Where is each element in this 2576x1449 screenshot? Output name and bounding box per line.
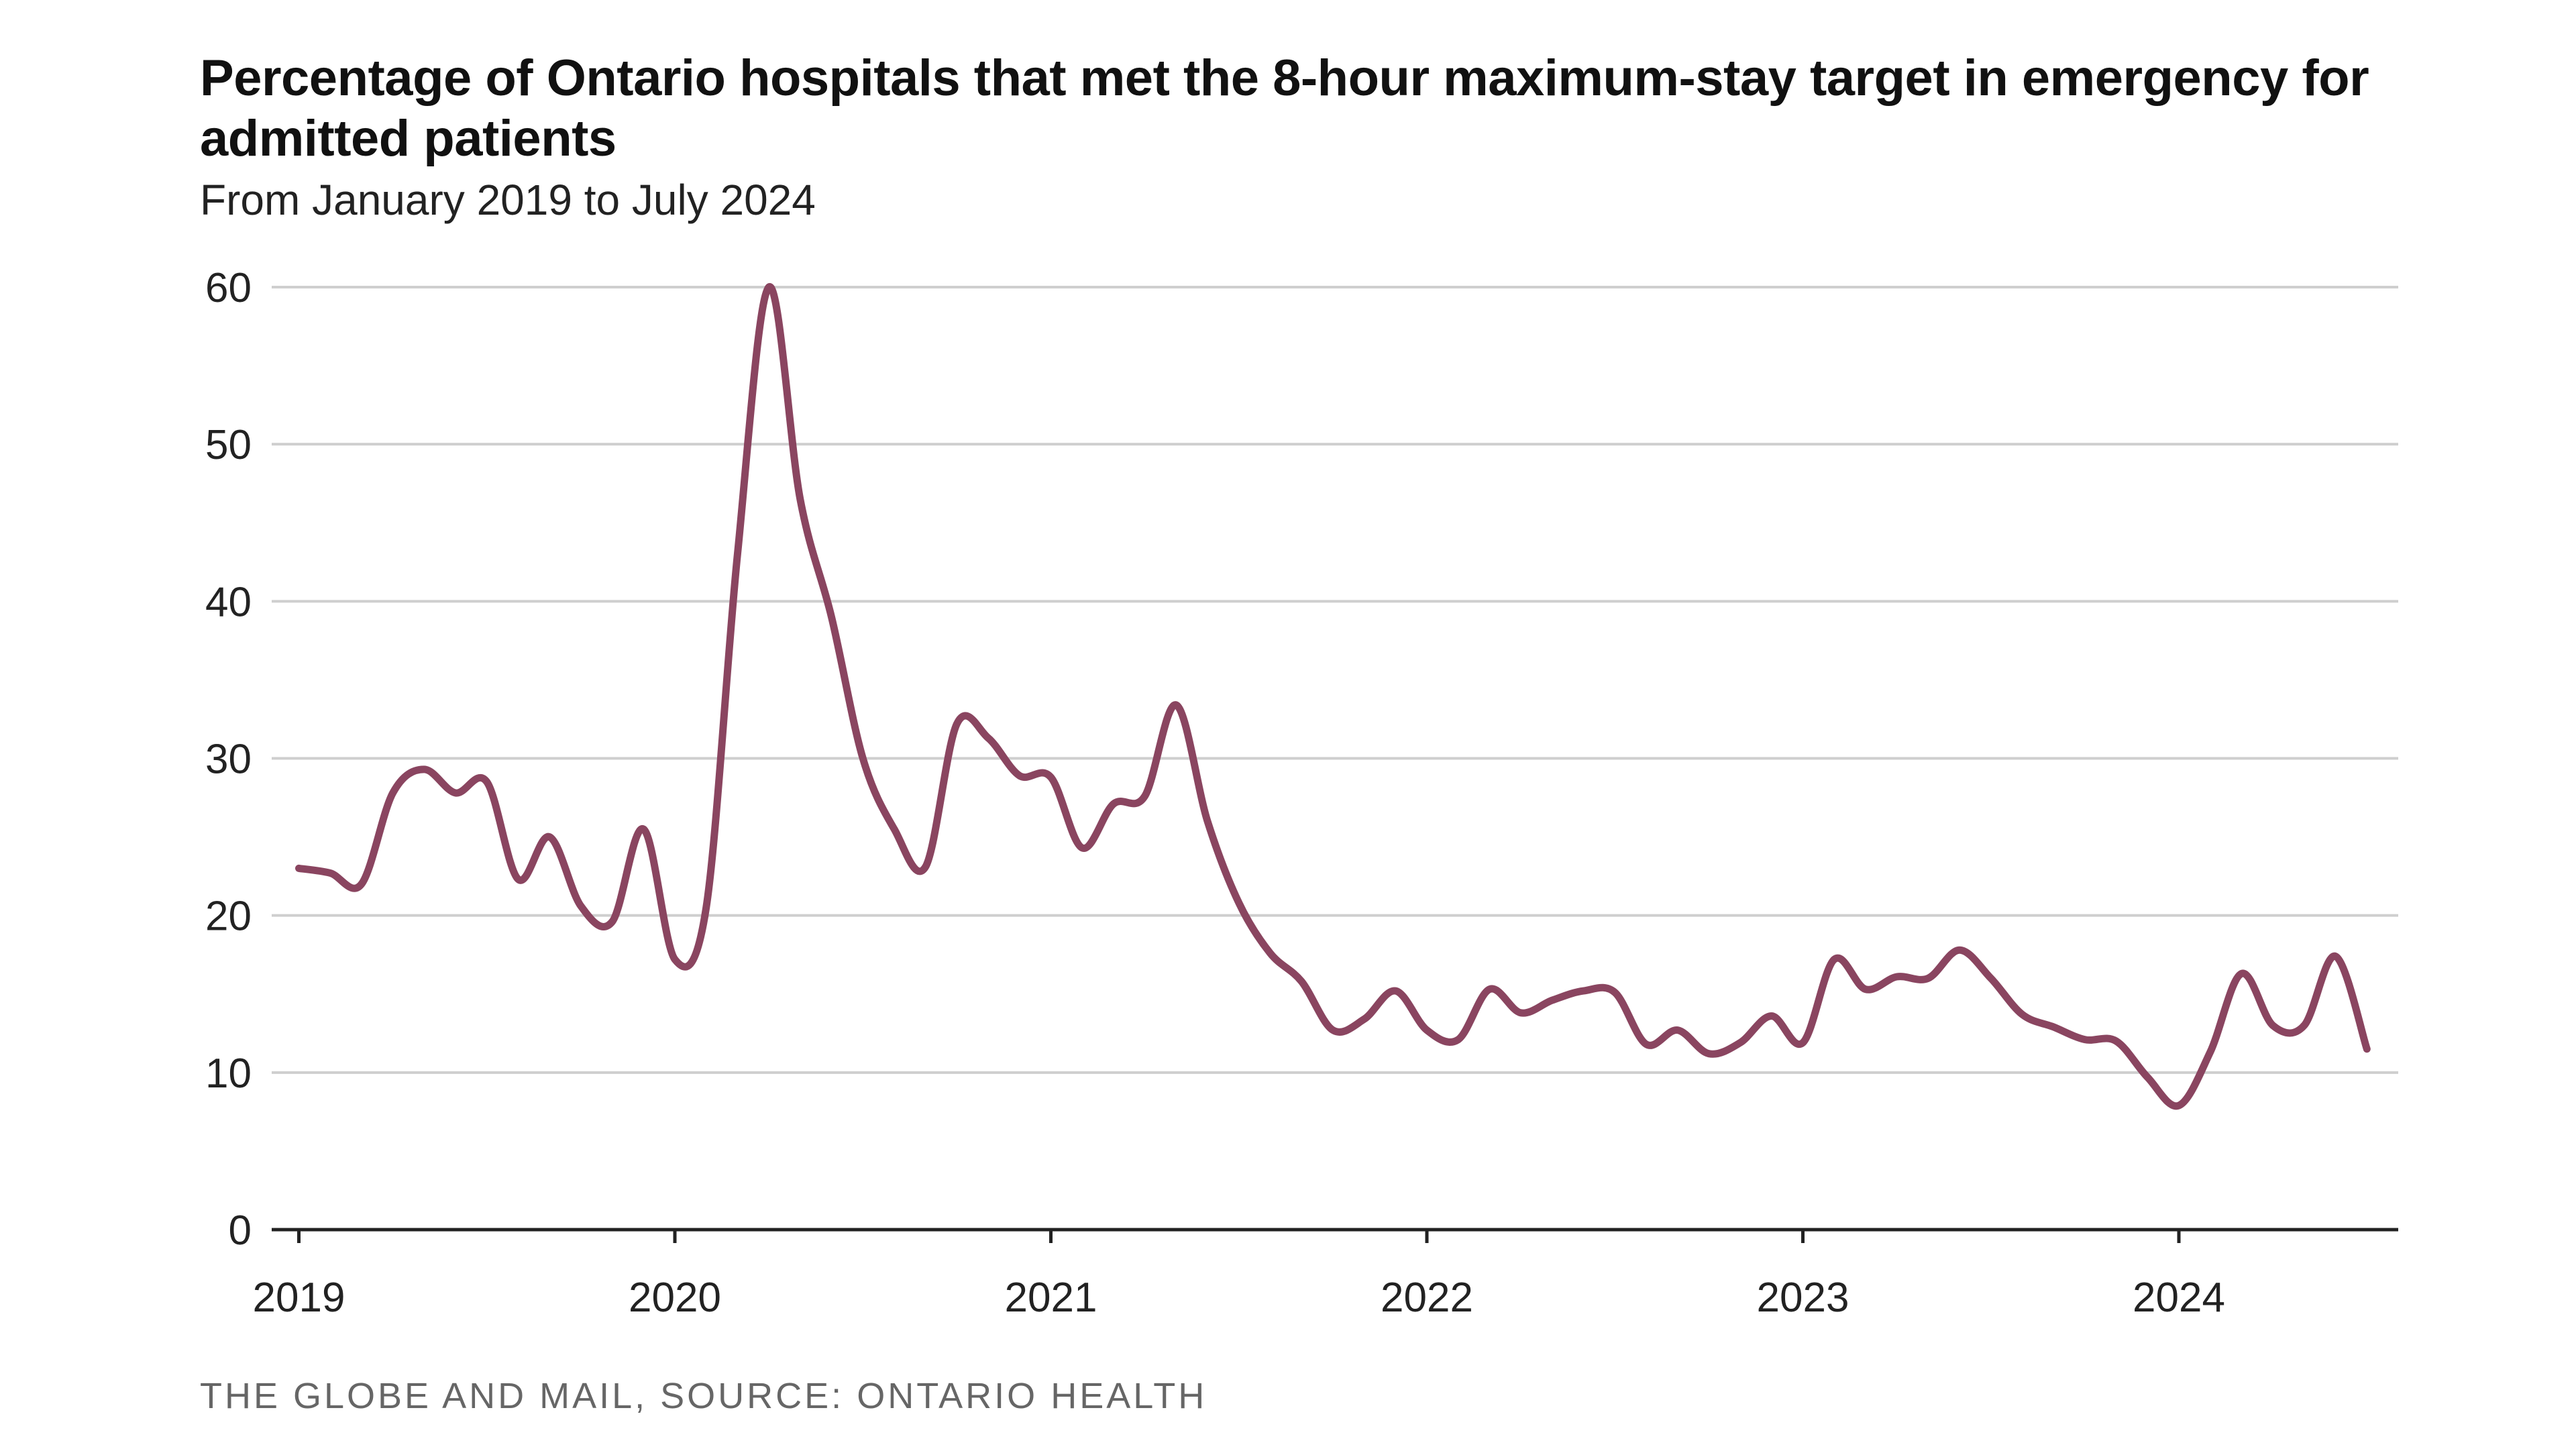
x-tick-label-2020: 2020 — [629, 1275, 721, 1321]
series-line-0 — [295, 283, 2371, 1110]
x-tick-label-2021: 2021 — [1005, 1275, 1097, 1321]
y-tick-label-60: 60 — [205, 265, 252, 311]
series-layer — [295, 283, 2371, 1110]
chart-title: Percentage of Ontario hospitals that met… — [200, 50, 2369, 167]
y-tick-label-10: 10 — [205, 1051, 252, 1097]
y-tick-label-30: 30 — [205, 737, 252, 783]
y-tick-label-40: 40 — [205, 579, 252, 625]
x-tick-label-2024: 2024 — [2133, 1275, 2225, 1321]
y-tick-label-20: 20 — [205, 894, 252, 940]
gridlines — [272, 286, 2398, 1074]
y-tick-label-50: 50 — [205, 422, 252, 468]
x-tick-label-2023: 2023 — [1757, 1275, 1849, 1321]
x-axis-tick-labels: 2019 2020 2021 2022 2023 2024 — [253, 1275, 2225, 1321]
y-tick-label-0: 0 — [229, 1208, 252, 1254]
x-axis — [272, 1228, 2398, 1243]
chart-subtitle: From January 2019 to July 2024 — [200, 176, 816, 224]
source-credit: THE GLOBE AND MAIL, SOURCE: ONTARIO HEAL… — [200, 1376, 1208, 1416]
x-tick-label-2022: 2022 — [1381, 1275, 1473, 1321]
y-axis-tick-labels: 0 10 20 30 40 50 60 — [205, 265, 252, 1254]
x-tick-label-2019: 2019 — [253, 1275, 345, 1321]
